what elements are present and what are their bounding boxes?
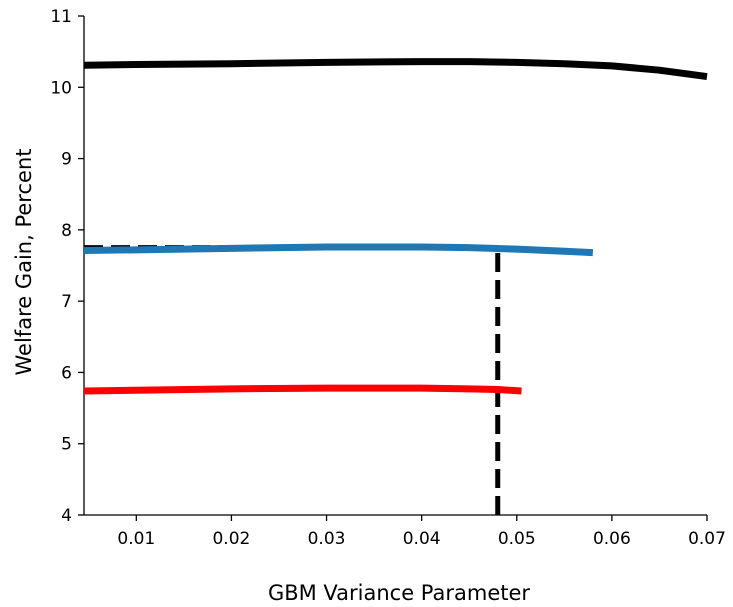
x-axis-label: GBM Variance Parameter (268, 581, 530, 605)
y-axis-label: Welfare Gain, Percent (12, 149, 36, 376)
reference-lines (84, 248, 498, 515)
y-tick-label: 4 (61, 506, 72, 526)
x-tick-label: 0.04 (403, 529, 441, 549)
red-series-line (84, 388, 522, 391)
y-tick-label: 8 (61, 221, 72, 241)
x-ticks: 0.01 0.02 0.03 0.04 0.05 0.06 0.07 (117, 515, 726, 549)
series-lines (84, 62, 707, 391)
x-tick-label: 0.02 (212, 529, 250, 549)
black-series-line (84, 62, 707, 77)
x-tick-label: 0.03 (308, 529, 346, 549)
y-tick-label: 10 (50, 78, 72, 98)
x-tick-label: 0.07 (688, 529, 726, 549)
x-tick-label: 0.05 (498, 529, 536, 549)
y-ticks: 4 5 6 7 8 9 10 11 (50, 7, 84, 526)
blue-series-line (84, 247, 593, 253)
y-tick-label: 7 (61, 292, 72, 312)
x-tick-label: 0.06 (593, 529, 631, 549)
y-tick-label: 11 (50, 7, 72, 27)
y-tick-label: 6 (61, 363, 72, 383)
axes (84, 16, 707, 515)
x-tick-label: 0.01 (117, 529, 155, 549)
y-tick-label: 9 (61, 150, 72, 170)
y-tick-label: 5 (61, 435, 72, 455)
